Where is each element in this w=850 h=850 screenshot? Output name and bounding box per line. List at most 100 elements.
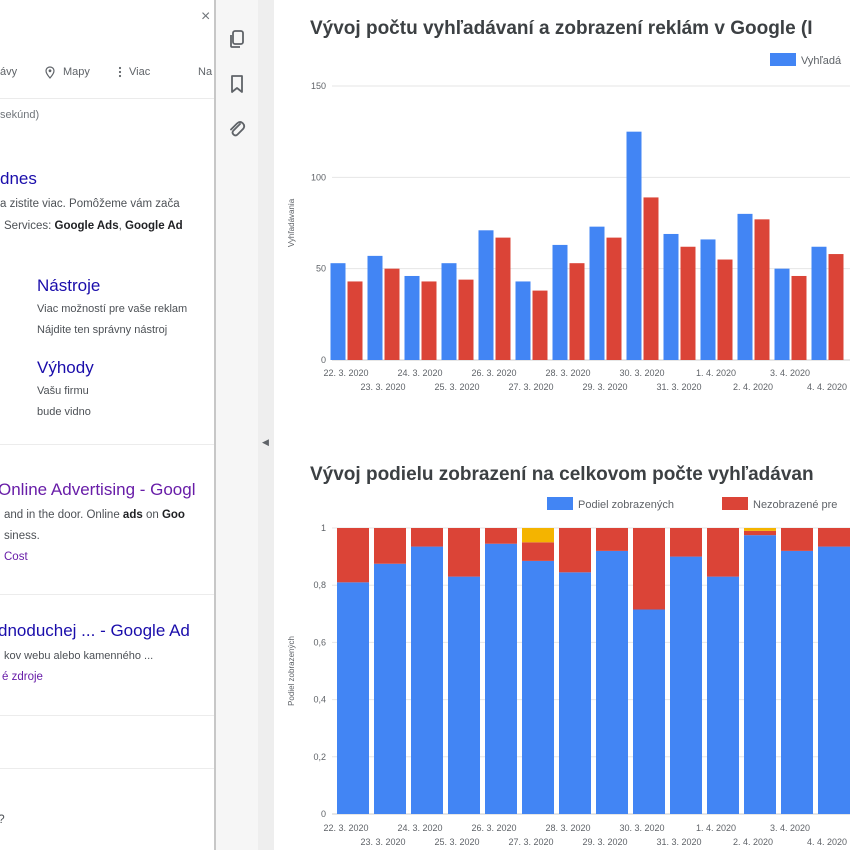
x-tick-label: 1. 4. 2020 bbox=[696, 368, 736, 378]
stacked-bar-segment bbox=[670, 528, 702, 557]
bar-blue bbox=[478, 230, 494, 360]
search-tabs: ávy Mapy Viac Na bbox=[0, 64, 214, 84]
snippet-bold: ads bbox=[122, 509, 143, 521]
tab-more[interactable]: Viac bbox=[129, 66, 151, 78]
legend-label: Podiel zobrazených bbox=[578, 499, 674, 511]
x-tick-label: 24. 3. 2020 bbox=[397, 368, 442, 378]
sitelink-benefits[interactable]: Výhody bbox=[37, 358, 94, 377]
legend-swatch bbox=[722, 497, 748, 510]
stacked-bar-segment bbox=[337, 582, 369, 814]
x-tick-label: 29. 3. 2020 bbox=[582, 837, 627, 847]
result-separator bbox=[0, 594, 214, 595]
bookmark-icon[interactable] bbox=[226, 73, 248, 95]
stacked-bar-segment bbox=[744, 530, 776, 536]
x-tick-label: 22. 3. 2020 bbox=[323, 368, 368, 378]
bar-red bbox=[791, 275, 807, 360]
stacked-bar-segment bbox=[633, 609, 665, 814]
tab-news[interactable]: Na bbox=[198, 66, 213, 78]
snippet-text: and in the door. Online bbox=[4, 509, 123, 521]
x-tick-label: 4. 4. 2020 bbox=[807, 382, 847, 392]
bar-blue bbox=[663, 233, 679, 360]
collapse-left-icon[interactable]: ◀ bbox=[262, 437, 269, 447]
x-tick-label: 31. 3. 2020 bbox=[656, 837, 701, 847]
sitelink-snippet: Viac možností pre vaše reklam bbox=[37, 303, 188, 315]
close-icon[interactable]: × bbox=[201, 8, 211, 25]
stacked-bar-segment bbox=[744, 528, 776, 531]
stacked-bar-segment bbox=[485, 528, 517, 544]
stacked-bar-segment bbox=[559, 528, 591, 573]
bar-red bbox=[421, 281, 437, 360]
stacked-bar-segment bbox=[337, 528, 369, 583]
result-snippet-services: Services: Google Ads, Google Ad bbox=[4, 220, 183, 232]
result-sublink[interactable]: Cost bbox=[4, 551, 28, 563]
y-tick-label: 150 bbox=[311, 81, 326, 91]
legend-swatch bbox=[770, 53, 796, 66]
bar-blue bbox=[700, 239, 716, 360]
x-tick-label: 2. 4. 2020 bbox=[733, 837, 773, 847]
result-snippet: siness. bbox=[4, 530, 40, 542]
bar-red bbox=[532, 290, 548, 360]
x-tick-label: 23. 3. 2020 bbox=[360, 382, 405, 392]
map-pin-icon bbox=[44, 66, 56, 82]
stacked-bar-segment bbox=[818, 528, 850, 547]
stacked-bar-segment bbox=[707, 528, 739, 577]
sitelink-snippet: Nájdite ten správny nástroj bbox=[37, 324, 168, 336]
snippet-bold: Google Ads bbox=[54, 220, 119, 232]
stacked-bar-segment bbox=[744, 535, 776, 814]
y-tick-label: 0,4 bbox=[313, 695, 326, 705]
bar-red bbox=[495, 237, 511, 360]
bar-blue bbox=[811, 246, 827, 360]
stacked-bar-segment bbox=[374, 563, 406, 814]
copy-icon[interactable] bbox=[226, 28, 248, 50]
stacked-bar-segment bbox=[374, 528, 406, 564]
stacked-bar-segment bbox=[522, 560, 554, 814]
chart2-title: Vývoj podielu zobrazení na celkovom počt… bbox=[310, 464, 814, 485]
stacked-bar-segment bbox=[485, 543, 517, 814]
stacked-bar-segment bbox=[522, 528, 554, 543]
snippet-text: on bbox=[142, 509, 162, 521]
attachment-icon[interactable] bbox=[226, 118, 248, 140]
sitelink-snippet: bude vidno bbox=[37, 406, 91, 418]
result-title[interactable]: dnes bbox=[0, 169, 37, 188]
help-glyph: ? bbox=[0, 812, 5, 826]
bar-blue bbox=[626, 131, 642, 360]
result-title[interactable]: Online Advertising - Googl bbox=[0, 480, 196, 499]
sitelink-tools[interactable]: Nástroje bbox=[37, 276, 101, 295]
x-tick-label: 28. 3. 2020 bbox=[545, 823, 590, 833]
report-pane: Vývoj počtu vyhľadávaní a zobrazení rekl… bbox=[274, 0, 850, 850]
x-tick-label: 22. 3. 2020 bbox=[323, 823, 368, 833]
x-tick-label: 4. 4. 2020 bbox=[807, 837, 847, 847]
y-tick-label: 0,6 bbox=[313, 637, 326, 647]
x-tick-label: 28. 3. 2020 bbox=[545, 368, 590, 378]
result-title[interactable]: dnoduchej ... - Google Ad bbox=[0, 621, 190, 640]
y-axis-label: Vyhľadávania bbox=[287, 198, 296, 247]
more-icon bbox=[118, 66, 122, 81]
result-separator bbox=[0, 444, 214, 445]
x-tick-label: 26. 3. 2020 bbox=[471, 368, 516, 378]
x-tick-label: 1. 4. 2020 bbox=[696, 823, 736, 833]
tabs-divider bbox=[0, 98, 214, 99]
x-tick-label: 3. 4. 2020 bbox=[770, 368, 810, 378]
stacked-bar-segment bbox=[633, 528, 665, 610]
result-sublink[interactable]: é zdroje bbox=[2, 671, 43, 683]
bar-red bbox=[717, 259, 733, 360]
stacked-bar-segment bbox=[448, 576, 480, 814]
x-tick-label: 30. 3. 2020 bbox=[619, 823, 664, 833]
snippet-bold: Goo bbox=[161, 509, 185, 521]
stacked-bar-segment bbox=[670, 556, 702, 814]
pane-divider[interactable] bbox=[214, 0, 216, 850]
y-tick-label: 1 bbox=[321, 523, 326, 533]
x-tick-label: 25. 3. 2020 bbox=[434, 382, 479, 392]
stacked-bar-segment bbox=[818, 546, 850, 814]
bar-red bbox=[606, 237, 622, 360]
legend-label: Nezobrazené pre bbox=[753, 499, 837, 511]
bar-blue bbox=[552, 244, 568, 360]
tab-item[interactable]: ávy bbox=[0, 66, 18, 78]
tab-maps[interactable]: Mapy bbox=[63, 66, 90, 78]
y-axis-label: Podiel zobrazených bbox=[287, 636, 296, 706]
bar-red bbox=[347, 281, 363, 360]
y-tick-label: 100 bbox=[311, 172, 326, 182]
stacked-bar-segment bbox=[411, 528, 443, 547]
y-tick-label: 0,8 bbox=[313, 580, 326, 590]
bar-blue bbox=[515, 281, 531, 360]
